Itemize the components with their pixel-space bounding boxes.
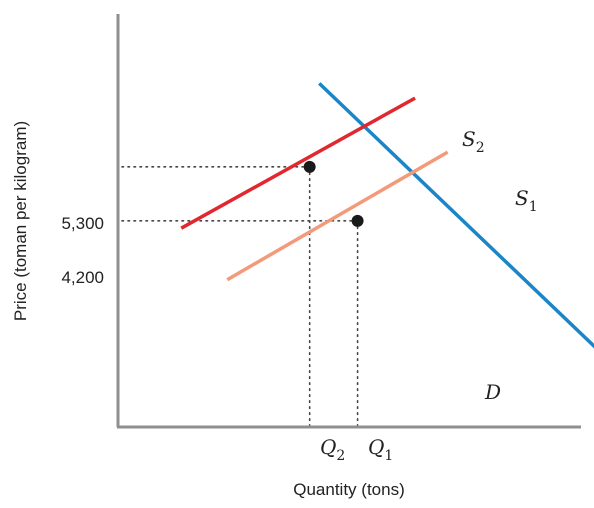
y-tick-label-4200: 4,200 — [61, 268, 104, 287]
x-tick-label-q2: Q2 — [320, 435, 345, 464]
x-tick-q1-sub: 1 — [384, 448, 393, 464]
curve-d — [318, 82, 594, 349]
equilibrium-point-e1 — [351, 214, 364, 227]
curve-label-s2-letter: S — [462, 127, 476, 151]
x-tick-q1-letter: Q — [368, 435, 384, 459]
curves — [180, 82, 594, 349]
guide-lines — [121, 166, 359, 426]
y-tick-label-5300: 5,300 — [61, 214, 104, 233]
curve-label-d: D — [484, 380, 501, 404]
curve-label-s2: S2 — [462, 127, 485, 156]
y-axis-title: Price (toman per kilogram) — [11, 121, 30, 321]
curve-s1 — [226, 150, 449, 282]
curve-label-s1-sub: 1 — [529, 199, 538, 215]
equilibrium-point-e2 — [303, 160, 316, 173]
x-tick-q2-letter: Q — [320, 435, 336, 459]
x-tick-q2-sub: 2 — [336, 448, 345, 464]
curve-s2 — [180, 96, 416, 230]
curve-label-s1-letter: S — [515, 186, 529, 210]
x-axis-title: Quantity (tons) — [293, 480, 405, 499]
x-tick-label-q1: Q1 — [368, 435, 393, 464]
curve-label-s1: S1 — [515, 186, 538, 215]
curve-label-s2-sub: 2 — [476, 140, 485, 156]
equilibrium-points — [303, 160, 364, 227]
